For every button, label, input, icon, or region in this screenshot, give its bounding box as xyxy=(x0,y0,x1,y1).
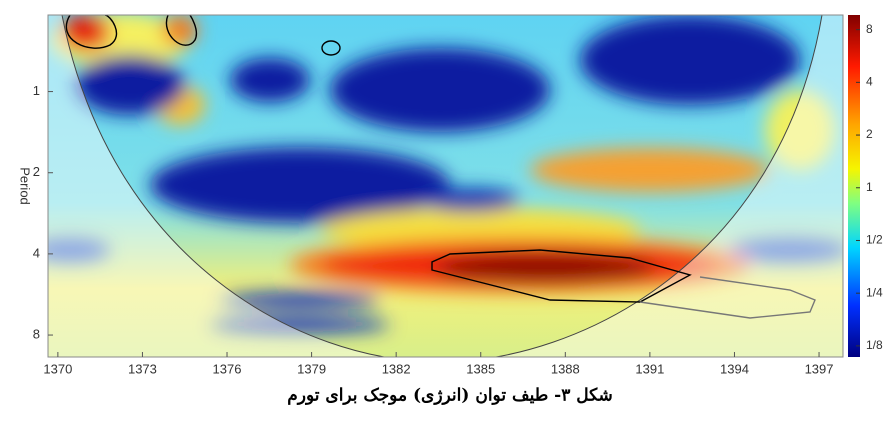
colorbar-tick-label: 1 xyxy=(866,180,873,194)
x-tick-label: 1385 xyxy=(466,361,495,376)
x-tick-label: 1379 xyxy=(297,361,326,376)
colorbar-tick-label: 4 xyxy=(866,75,873,89)
x-tick-label: 1391 xyxy=(635,361,664,376)
x-tick-label: 1373 xyxy=(128,361,157,376)
x-tick-label: 1394 xyxy=(720,361,749,376)
y-axis-label: Period xyxy=(18,167,33,205)
colorbar-tick-label: 1/2 xyxy=(866,233,883,247)
heatmap xyxy=(30,12,850,362)
y-tick-label: 8 xyxy=(33,326,40,341)
colorbar xyxy=(848,15,860,357)
x-tick-label: 1388 xyxy=(551,361,580,376)
chart: Period شکل ۳- طیف توان (انرژی) موجک برای… xyxy=(0,0,885,421)
colorbar-tick-label: 8 xyxy=(866,22,873,36)
x-tick-label: 1370 xyxy=(43,361,72,376)
colorbar-tick-label: 2 xyxy=(866,127,873,141)
x-tick-label: 1376 xyxy=(213,361,242,376)
x-tick-label: 1397 xyxy=(805,361,834,376)
y-tick-label: 4 xyxy=(33,245,40,260)
colorbar-tick-label: 1/4 xyxy=(866,285,883,299)
colorbar-tick-label: 1/8 xyxy=(866,338,883,352)
caption: شکل ۳- طیف توان (انرژی) موجک برای تورم xyxy=(287,386,613,406)
x-tick-label: 1382 xyxy=(382,361,411,376)
y-tick-label: 1 xyxy=(33,83,40,98)
y-tick-label: 2 xyxy=(33,164,40,179)
